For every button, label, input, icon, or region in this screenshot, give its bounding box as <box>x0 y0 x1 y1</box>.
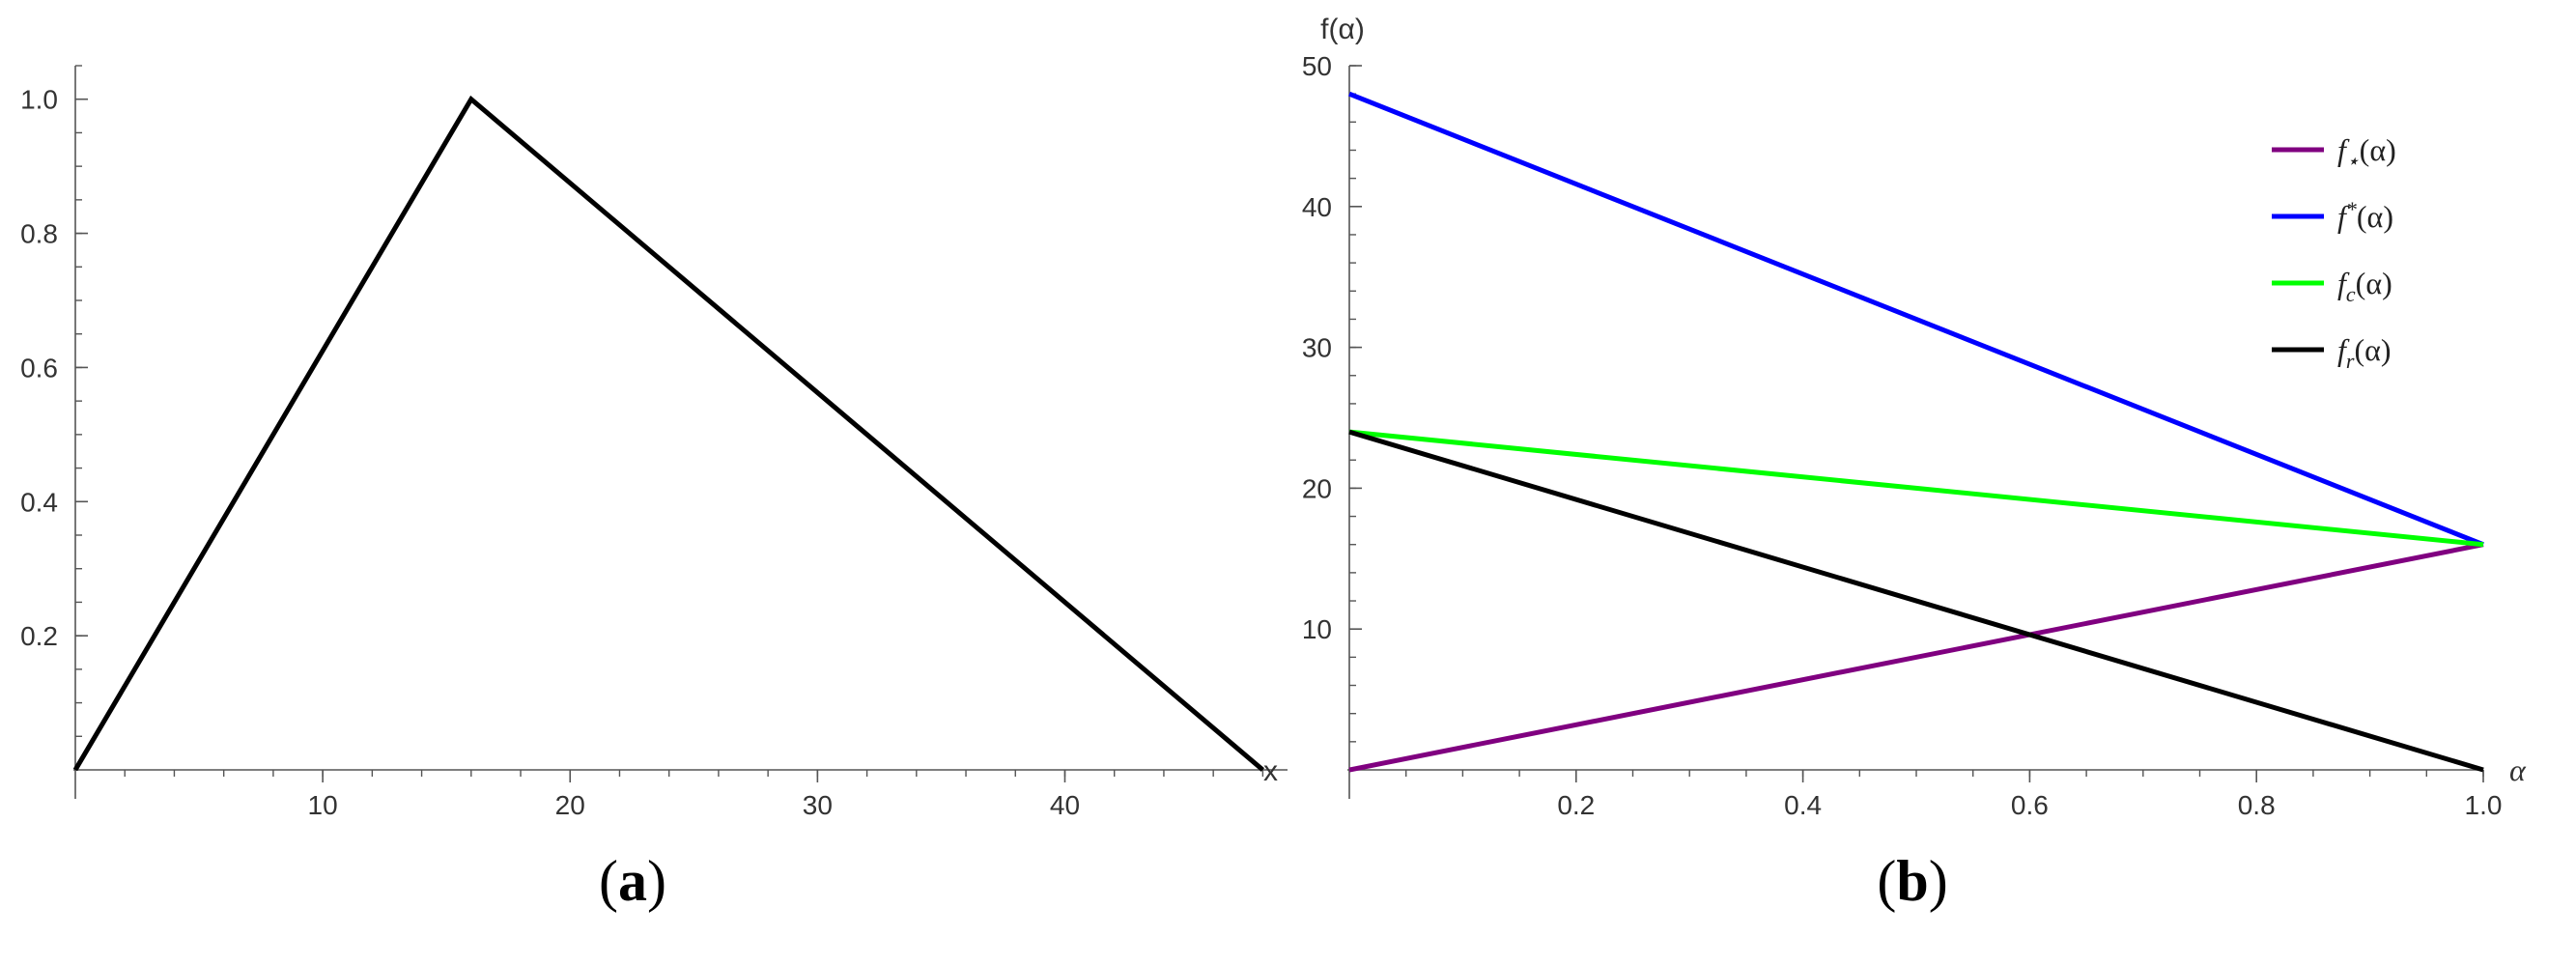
y-tick-label: 20 <box>1302 473 1332 503</box>
x-axis-title: α <box>2509 752 2527 787</box>
legend-label: fc(α) <box>2337 266 2392 306</box>
panel-caption: (a) <box>599 849 666 913</box>
x-tick-label: 0.6 <box>2011 790 2049 820</box>
x-tick-label: 0.4 <box>1784 790 1822 820</box>
y-tick-label: 10 <box>1302 614 1332 644</box>
y-tick-label: 0.6 <box>20 353 58 383</box>
series-line-2 <box>1348 91 2484 548</box>
y-tick-label: 0.8 <box>20 219 58 249</box>
x-tick-label: 0.2 <box>1557 790 1595 820</box>
series-line-4 <box>1348 429 2484 773</box>
legend-label: fr(α) <box>2337 332 2392 373</box>
x-tick-label: 10 <box>308 790 338 820</box>
x-tick-label: 20 <box>555 790 585 820</box>
y-tick-label: 50 <box>1302 51 1332 81</box>
y-axis-title: f(α) <box>1320 14 1365 45</box>
y-tick-label: 40 <box>1302 192 1332 222</box>
y-tick-label: 0.2 <box>20 621 58 651</box>
legend-label: f*(α) <box>2337 197 2393 234</box>
x-tick-label: 0.8 <box>2238 790 2276 820</box>
x-tick-label: 40 <box>1050 790 1080 820</box>
panel-a-chart: 10 20 30 40 0.2 0.4 0.6 0.8 1.0 x (a) <box>20 65 1288 913</box>
x-axis-title: x <box>1263 755 1278 787</box>
y-tick-label: 0.4 <box>20 487 58 517</box>
legend: f⋆(α) f*(α) fc(α) fr(α) <box>2272 132 2396 373</box>
series-line-3 <box>1348 429 2484 548</box>
panel-caption: (b) <box>1877 849 1947 913</box>
legend-label: f⋆(α) <box>2337 132 2396 173</box>
panel-b-chart: 0.2 0.4 0.6 0.8 1.0 10 20 30 40 50 α f(α) f⋆(α) f*(α)… <box>1302 14 2527 913</box>
x-tick-label: 1.0 <box>2465 790 2503 820</box>
series-line-1 <box>72 95 1265 772</box>
y-tick-label: 1.0 <box>20 85 58 115</box>
series-line-1 <box>1348 542 2484 773</box>
y-tick-label: 30 <box>1302 333 1332 363</box>
x-tick-label: 30 <box>803 790 833 820</box>
